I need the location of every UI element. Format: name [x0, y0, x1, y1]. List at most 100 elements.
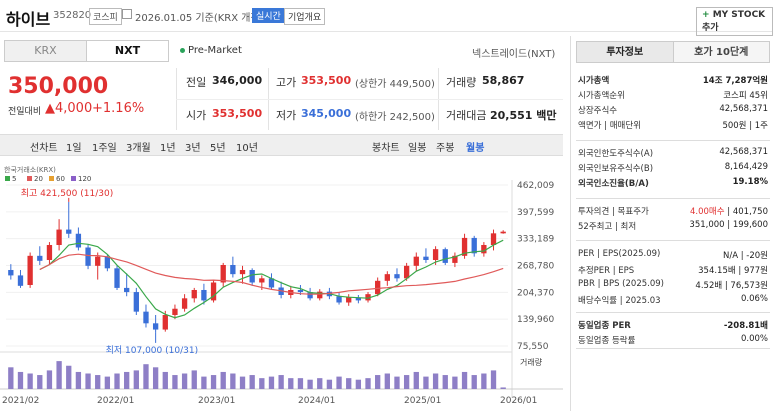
volume-bar — [56, 361, 62, 389]
tab-krx[interactable]: KRX — [5, 41, 86, 61]
volume-bar — [66, 365, 72, 389]
trade-amount-label: 거래대금 — [446, 109, 487, 122]
company-info-dropdown[interactable]: 기업개요 — [284, 8, 326, 25]
volume-bar — [259, 378, 265, 389]
nextrade-link[interactable]: 넥스트레이드(NXT) — [472, 49, 556, 60]
exchange-tabs: KRX NXT — [4, 40, 169, 62]
period-5y[interactable]: 5년 — [210, 143, 226, 154]
max-annotation: 최고 421,500 (11/30) — [21, 188, 113, 199]
candle-body — [490, 233, 497, 245]
candle-body — [346, 297, 352, 303]
legend-swatch — [49, 176, 54, 181]
info-label: 동일업종 PER — [578, 321, 631, 331]
right-panel — [570, 36, 773, 411]
info-label: 액면가 | 매매단위 — [578, 121, 642, 131]
tab-invest-info[interactable]: 투자정보 — [576, 41, 674, 63]
info-label: PER | EPS(2025.09) — [578, 249, 661, 259]
high-value: 353,500 — [301, 74, 352, 87]
calendar-icon — [122, 9, 132, 19]
moving-average-line — [39, 253, 504, 295]
x-tick-label: 2025/01 — [404, 396, 441, 406]
tab-nxt[interactable]: NXT — [86, 41, 168, 61]
period-3m[interactable]: 3개월 — [126, 143, 151, 154]
period-1w[interactable]: 1주일 — [92, 143, 117, 154]
realtime-badge[interactable]: 실시간 — [252, 8, 285, 23]
legend-label: 120 — [78, 175, 91, 183]
volume-bar — [442, 375, 448, 389]
divider — [576, 312, 770, 313]
candle-body — [423, 256, 429, 260]
info-label: 52주최고 | 최저 — [578, 222, 637, 232]
info-label: PBR | BPS (2025.09) — [578, 279, 664, 289]
volume-bar — [500, 387, 506, 389]
info-label: 상장주식수 — [578, 106, 618, 116]
chart-title: 한국거래소(KRX) — [4, 165, 56, 174]
volume-bar — [317, 378, 323, 389]
volume-bar — [375, 375, 381, 389]
candle-body — [172, 308, 178, 315]
candle-body — [336, 296, 342, 303]
period-weekly[interactable]: 주봉 — [436, 143, 455, 154]
volume-bar — [8, 367, 14, 389]
upper-limit: (상한가 449,500) — [355, 79, 435, 90]
period-10y[interactable]: 10년 — [236, 143, 258, 154]
lower-limit: (하한가 242,500) — [355, 112, 435, 123]
volume-bar — [278, 375, 284, 389]
candle-body — [432, 249, 439, 260]
x-tick-label: 2026/01 — [500, 396, 537, 406]
info-value: 4.52배 | 76,573원 — [695, 281, 768, 291]
prev-close-label: 전일 — [186, 76, 207, 89]
period-daily[interactable]: 일봉 — [408, 143, 427, 154]
x-tick-label: 2022/01 — [97, 396, 134, 406]
volume-bar — [471, 375, 477, 389]
info-value: 4.00매수 | 401,750 — [690, 205, 768, 217]
candle-body — [46, 244, 53, 260]
info-value: N/A | -20원 — [722, 251, 768, 261]
x-tick-label: 2023/01 — [198, 396, 235, 406]
candle-chart-button[interactable]: 봉차트 — [372, 143, 400, 154]
pre-market-status: Pre-Market — [180, 45, 242, 56]
volume-bar — [114, 373, 120, 389]
volume-bar — [452, 376, 458, 389]
info-value: 351,000 | 199,600 — [689, 220, 768, 230]
candle-body — [17, 275, 24, 286]
add-my-stock-button[interactable]: + MY STOCK 추가 — [696, 7, 773, 36]
line-chart-button[interactable]: 선차트 — [30, 143, 58, 154]
volume-bar — [172, 375, 178, 389]
volume-bar — [201, 376, 207, 389]
candle-body — [481, 244, 487, 254]
period-3y[interactable]: 3년 — [185, 143, 201, 154]
info-row: 시가총액 14조 7,287억원 — [578, 74, 768, 87]
period-1d[interactable]: 1일 — [66, 143, 82, 154]
price-chart[interactable]: 한국거래소(KRX) 5 20 60 120 462,009 397,599 333,18… — [0, 160, 563, 411]
volume-bar — [307, 379, 313, 389]
info-value: -208.81배 — [723, 321, 768, 331]
chart-period-bar: 선차트 1일 1주일 3개월 1년 3년 5년 10년 봉차트 일봉 주봉 월봉 — [0, 134, 563, 156]
info-row: 배당수익률 | 2025.03 0.06% — [578, 294, 768, 307]
period-monthly[interactable]: 월봉 — [466, 143, 485, 154]
candle-body — [442, 249, 448, 263]
info-row: 외국인소진율(B/A) 19.18% — [578, 177, 768, 190]
volume-bar — [27, 373, 33, 389]
y-tick-label: 139,960 — [517, 315, 554, 325]
candle-body — [413, 256, 419, 266]
info-value: 코스피 45위 — [723, 91, 768, 101]
volume-value: 58,867 — [482, 74, 525, 87]
volume-bar — [210, 375, 217, 389]
right-tabs: 투자정보 호가 10단계 — [576, 41, 770, 63]
tab-order-book[interactable]: 호가 10단계 — [673, 41, 770, 63]
y-tick-label: 462,009 — [517, 181, 554, 191]
candle-body — [162, 314, 168, 330]
info-row: 액면가 | 매매단위 500원 | 1주 — [578, 119, 768, 132]
info-value: 42,568,371 — [719, 147, 768, 157]
volume-bar — [181, 373, 188, 389]
y-tick-label: 333,189 — [517, 235, 554, 245]
period-1y[interactable]: 1년 — [160, 143, 176, 154]
info-row: 시가총액순위 코스피 45위 — [578, 89, 768, 102]
candle-body — [249, 269, 255, 283]
volume-bar — [75, 371, 82, 389]
volume-bar — [346, 378, 352, 389]
info-value: 500원 | 1주 — [722, 121, 768, 131]
volume-bar — [124, 371, 130, 389]
base-date: 2026.01.05 기준(KRX 개장전) — [135, 13, 273, 24]
